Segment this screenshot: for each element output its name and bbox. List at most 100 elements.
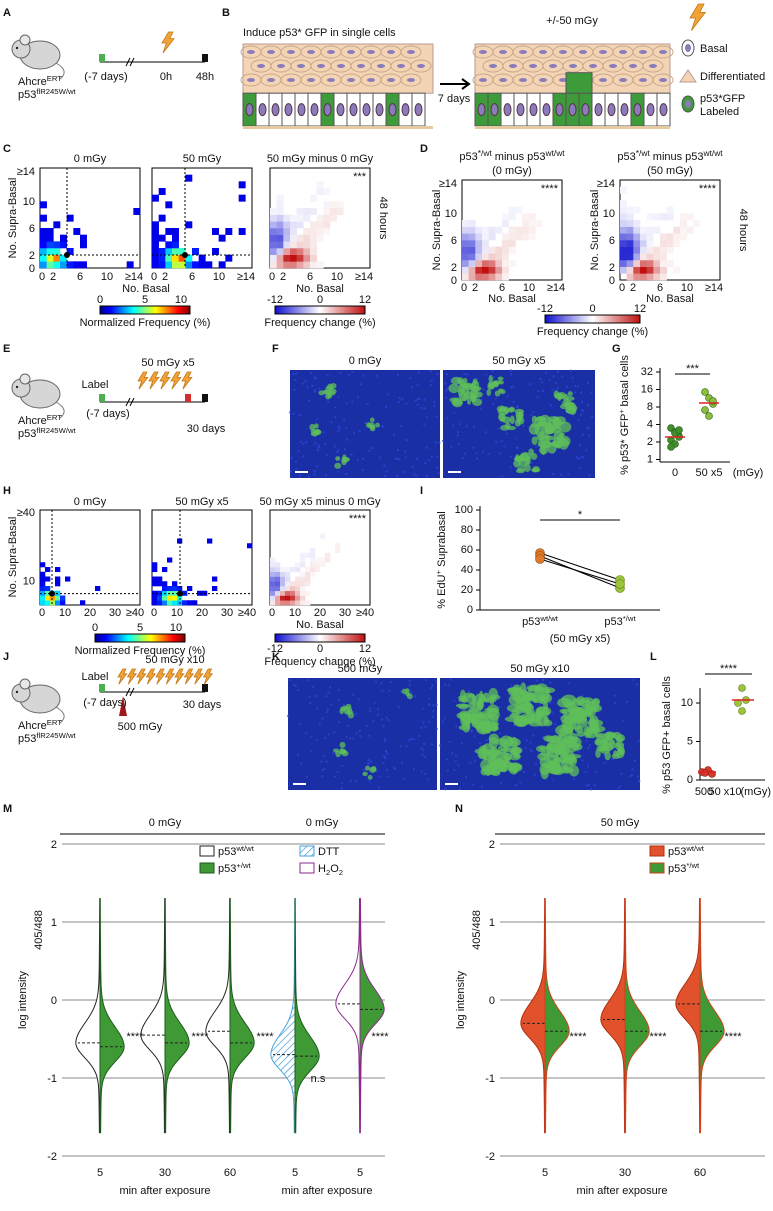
nucleus-dot xyxy=(367,762,370,765)
nucleus xyxy=(362,103,371,117)
nucleus-dot xyxy=(551,472,555,476)
gfp-clone xyxy=(540,693,553,703)
legend-label: p53wt/wt xyxy=(218,844,255,858)
gfp-clone xyxy=(488,713,499,725)
nucleus-dot xyxy=(410,691,413,694)
heatmap-cell xyxy=(185,261,193,269)
nucleus-dot xyxy=(567,681,570,685)
nucleus-dot xyxy=(454,760,457,763)
nucleus-dot xyxy=(289,470,293,473)
gfp-clone xyxy=(466,693,477,704)
nucleus-dot xyxy=(314,442,317,445)
x-tick-label: 30 xyxy=(159,1167,171,1179)
nucleus-dot xyxy=(585,449,588,452)
nucleus-dot xyxy=(495,440,498,444)
heatmap-cell xyxy=(275,581,281,587)
label-part: p53 xyxy=(668,863,686,875)
gfp-clone xyxy=(534,423,540,436)
heatmap-cell xyxy=(495,246,503,254)
nucleus-dot xyxy=(413,473,416,476)
heatmap-cell xyxy=(482,233,489,241)
nucleus-dot xyxy=(535,445,538,448)
x-tick-label: p53*/wt xyxy=(604,614,636,628)
nucleus xyxy=(310,103,319,117)
nucleus xyxy=(619,78,627,82)
heatmap-title: 50 mGy xyxy=(183,153,222,165)
label-part: ERT xyxy=(47,718,63,727)
radiation-bolt xyxy=(181,371,193,390)
heatmap-cell xyxy=(283,248,291,255)
nucleus-dot xyxy=(383,739,386,743)
gfp-clone xyxy=(544,426,551,435)
mouse-ear xyxy=(19,373,31,385)
nucleus-dot xyxy=(423,742,426,745)
gfp-clone xyxy=(468,702,481,710)
heatmap-cell xyxy=(198,254,206,262)
heatmap-cell xyxy=(653,266,661,274)
nucleus-dot xyxy=(619,785,622,788)
nucleus-dot xyxy=(299,441,303,444)
label: Labeled xyxy=(700,106,739,118)
nucleus-dot xyxy=(424,461,427,465)
nucleus xyxy=(516,103,525,117)
nucleus-dot xyxy=(306,385,309,389)
heatmap-cell xyxy=(502,213,509,221)
heatmap-cell xyxy=(296,261,304,269)
nucleus-dot xyxy=(430,743,434,746)
nucleus-dot xyxy=(587,783,591,787)
gfp-clone xyxy=(528,685,544,692)
gfp-clone xyxy=(541,422,548,428)
nucleus-dot xyxy=(322,431,325,434)
nucleus-dot xyxy=(358,729,361,733)
heatmap-cell xyxy=(162,567,168,573)
nucleus-dot xyxy=(337,395,340,399)
gfp-clone xyxy=(469,386,480,392)
nucleus-dot xyxy=(430,379,433,383)
heatmap-cell xyxy=(296,248,304,255)
heatmap-cell xyxy=(633,233,641,241)
nucleus-dot xyxy=(532,410,535,414)
heatmap-cell xyxy=(290,581,296,587)
significance: **** xyxy=(191,1031,209,1043)
nucleus-dot xyxy=(622,719,625,723)
heatmap-cell xyxy=(495,266,503,274)
heatmap-cell xyxy=(192,261,199,269)
gfp-clone xyxy=(538,437,546,447)
nucleus-dot xyxy=(451,424,455,427)
y-tick-label: 4 xyxy=(647,419,653,431)
gfp-clone xyxy=(583,725,593,737)
median-marker xyxy=(177,590,183,597)
heatmap-cell xyxy=(247,543,253,549)
heatmap-cell xyxy=(462,220,469,227)
nucleus-dot xyxy=(472,783,475,786)
nucleus-dot xyxy=(632,678,635,682)
timeline-marker xyxy=(99,684,105,692)
nucleus-dot xyxy=(530,461,533,465)
heatmap-cell xyxy=(53,248,61,255)
heatmap-cell xyxy=(626,246,634,254)
nucleus-dot xyxy=(325,694,328,698)
nucleus-dot xyxy=(435,727,438,731)
nucleus-dot xyxy=(453,699,456,702)
violin-half xyxy=(600,898,626,1134)
nucleus-dot xyxy=(411,465,414,469)
colorbar xyxy=(544,314,641,324)
gfp-clone xyxy=(322,389,328,395)
heatmap-cell xyxy=(290,595,296,601)
heatmap-cell xyxy=(653,253,661,261)
timeline-marker xyxy=(119,696,127,716)
gfp-clone xyxy=(540,766,549,780)
nucleus-dot xyxy=(383,738,387,741)
heatmap-cell xyxy=(300,552,306,558)
heatmap-cell xyxy=(482,226,489,234)
nucleus-dot xyxy=(444,396,448,399)
nucleus-dot xyxy=(403,450,407,453)
heatmap-cell xyxy=(295,590,301,596)
nucleus-dot xyxy=(422,707,425,710)
axis-title: No. Supra-Basal xyxy=(431,190,443,271)
x-tick-label: 0 xyxy=(151,607,157,619)
y-tick-label: ≥14 xyxy=(597,178,615,190)
heatmap-cell xyxy=(335,548,341,554)
nucleus-dot xyxy=(298,722,301,726)
heatmap-cell xyxy=(502,220,509,227)
